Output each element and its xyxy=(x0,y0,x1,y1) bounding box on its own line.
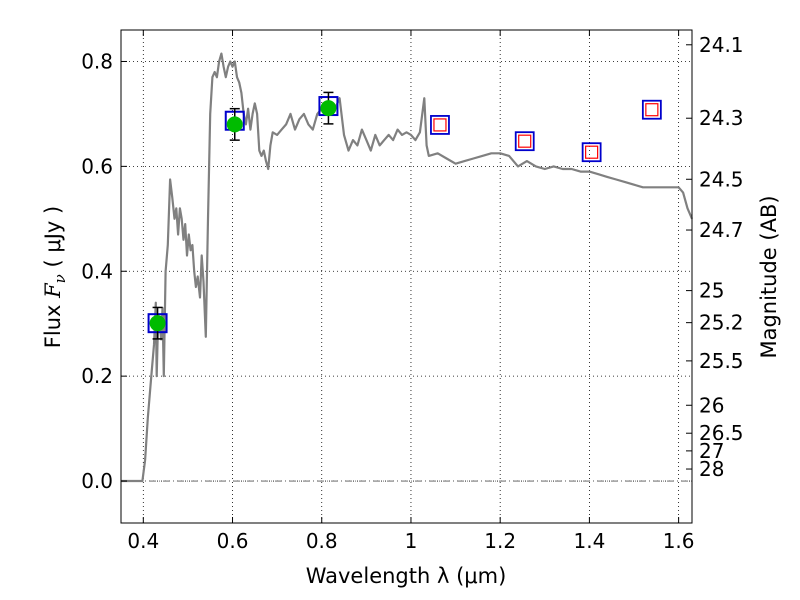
x-tick-label: 0.6 xyxy=(217,529,249,553)
observed-flux-point xyxy=(320,100,337,117)
model-photometry-inner xyxy=(585,145,599,159)
y2-tick-label: 25.5 xyxy=(699,349,744,373)
axis-ticks: 0.4 0.6 0.8 1 1.2 1.4 1.6 0.0 0.2 0.4 0.6 0.8 24.1 24… xyxy=(81,30,744,553)
y-tick-label: 0.0 xyxy=(81,469,113,493)
y2-tick-label: 27 xyxy=(699,439,724,463)
y2-tick-label: 24.7 xyxy=(699,218,744,242)
y2-tick-label: 24.3 xyxy=(699,106,744,130)
y2-axis-label: Magnitude (AB) xyxy=(757,195,781,358)
y-tick-label: 0.4 xyxy=(81,259,113,283)
x-tick-label: 1 xyxy=(405,529,418,553)
x-tick-label: 1.4 xyxy=(573,529,605,553)
plot-background xyxy=(121,30,692,523)
plot-frame xyxy=(120,29,693,524)
sed-model-line xyxy=(121,52,694,483)
x-tick-label: 0.4 xyxy=(127,529,159,553)
observed-flux-point xyxy=(149,315,166,332)
model-photometry-inner xyxy=(518,134,532,148)
y2-tick-label: 26.5 xyxy=(699,421,744,445)
model-photometry-outer xyxy=(514,131,535,152)
x-axis-label: Wavelength λ (μm) xyxy=(306,564,507,588)
model-photometry-inner xyxy=(645,103,659,117)
x-tick-label: 1.6 xyxy=(663,529,695,553)
observed-flux-point xyxy=(226,116,243,133)
y-tick-label: 0.2 xyxy=(81,364,113,388)
y-label-sub: ν xyxy=(51,274,69,283)
y-axis-label: Flux Fν ( μJy ) xyxy=(41,206,69,348)
model-photometry-outer xyxy=(430,115,450,135)
y-tick-label: 0.6 xyxy=(81,154,113,178)
x-tick-label: 1.2 xyxy=(484,529,516,553)
y2-tick-label: 24.1 xyxy=(699,33,744,57)
y2-tick-label: 25.2 xyxy=(699,311,744,335)
model-photometry-inner xyxy=(433,118,447,132)
y-label-post: ( μJy ) xyxy=(41,206,65,274)
y-label-pre: Flux xyxy=(41,298,65,348)
y-label-var: F xyxy=(41,282,65,299)
y2-tick-label: 25 xyxy=(699,279,724,303)
data-series xyxy=(121,52,694,483)
model-photometry-outer xyxy=(581,142,602,163)
y2-tick-label: 24.5 xyxy=(699,167,744,191)
y2-tick-label: 26 xyxy=(699,393,724,417)
model-photometry-outer xyxy=(641,99,662,120)
y-tick-label: 0.8 xyxy=(81,49,113,73)
y2-tick-label: 28 xyxy=(699,457,724,481)
x-tick-label: 0.8 xyxy=(306,529,338,553)
